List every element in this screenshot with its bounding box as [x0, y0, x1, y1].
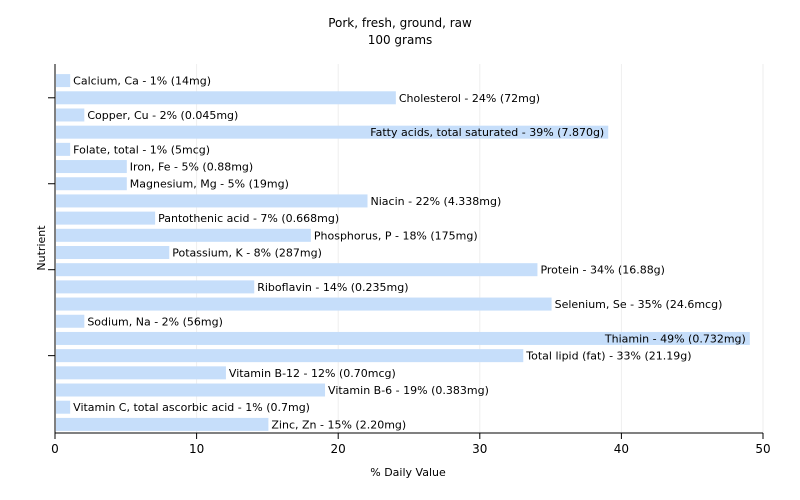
bar — [56, 228, 311, 242]
bar-label: Iron, Fe - 5% (0.88mg) — [130, 161, 253, 174]
bar — [56, 263, 538, 277]
bar-label: Thiamin - 49% (0.732mg) — [604, 332, 746, 345]
bar — [56, 400, 71, 414]
bar-label: Selenium, Se - 35% (24.6mcg) — [555, 298, 723, 311]
y-axis-label: Nutrient — [35, 225, 48, 271]
bar — [56, 331, 750, 345]
bar-label: Phosphorus, P - 18% (175mg) — [314, 229, 478, 242]
bar — [56, 160, 127, 174]
bar-label: Total lipid (fat) - 33% (21.19g) — [525, 350, 691, 363]
bar — [56, 417, 269, 431]
x-axis-label: % Daily Value — [370, 466, 446, 479]
bar — [56, 108, 85, 122]
bar — [56, 91, 396, 105]
x-tick-label: 20 — [331, 442, 346, 456]
x-tick-label: 40 — [614, 442, 629, 456]
bar-label: Folate, total - 1% (5mcg) — [73, 143, 210, 156]
bar-label: Pantothenic acid - 7% (0.668mg) — [158, 212, 339, 225]
axes: 0 10 20 30 40 50 — [48, 64, 771, 456]
chart-title: Pork, fresh, ground, raw — [328, 16, 472, 30]
bar-label: Copper, Cu - 2% (0.045mg) — [87, 109, 238, 122]
x-tick-label: 10 — [189, 442, 204, 456]
bar — [56, 280, 255, 294]
bar — [56, 125, 609, 139]
bars — [56, 74, 750, 431]
bar-label: Riboflavin - 14% (0.235mg) — [257, 281, 408, 294]
bar-labels: Calcium, Ca - 1% (14mg) Cholesterol - 24%… — [73, 75, 746, 432]
bar-label: Cholesterol - 24% (72mg) — [399, 92, 540, 105]
bar-label: Vitamin B-6 - 19% (0.383mg) — [328, 384, 489, 397]
x-tick-label: 50 — [755, 442, 770, 456]
bar-label: Vitamin B-12 - 12% (0.70mcg) — [229, 367, 396, 380]
bar — [56, 246, 170, 259]
bar — [56, 314, 85, 328]
bar — [56, 194, 368, 208]
x-tick-label: 30 — [472, 442, 487, 456]
bar-label: Fatty acids, total saturated - 39% (7.87… — [370, 126, 604, 139]
bar — [56, 74, 71, 88]
bar — [56, 142, 71, 156]
bar-label: Sodium, Na - 2% (56mg) — [87, 315, 223, 328]
bar — [56, 349, 524, 363]
bar-label: Potassium, K - 8% (287mg) — [172, 247, 322, 260]
bar — [56, 211, 156, 225]
bar — [56, 383, 326, 397]
bar-label: Protein - 34% (16.88g) — [540, 264, 665, 277]
bar-label: Magnesium, Mg - 5% (19mg) — [130, 178, 289, 191]
bar-label: Zinc, Zn - 15% (2.20mg) — [271, 418, 406, 431]
bar-label: Calcium, Ca - 1% (14mg) — [73, 75, 211, 88]
chart-subtitle: 100 grams — [368, 33, 433, 47]
bar — [56, 177, 127, 191]
bar-label: Niacin - 22% (4.338mg) — [371, 195, 502, 208]
bar — [56, 366, 226, 380]
bar — [56, 297, 552, 311]
bar-label: Vitamin C, total ascorbic acid - 1% (0.7… — [73, 401, 310, 414]
x-tick-label: 0 — [51, 442, 59, 456]
